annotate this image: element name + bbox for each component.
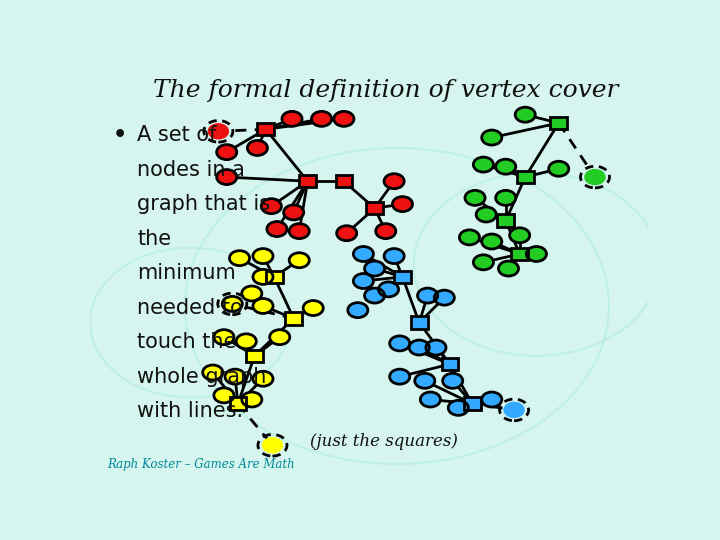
Circle shape (392, 197, 413, 212)
Circle shape (284, 205, 304, 220)
Circle shape (409, 340, 429, 355)
Circle shape (312, 111, 332, 126)
Circle shape (364, 261, 384, 276)
Bar (258, 123, 274, 136)
Circle shape (217, 145, 237, 160)
Circle shape (426, 340, 446, 355)
Text: (just the squares): (just the squares) (310, 433, 459, 450)
Circle shape (364, 288, 384, 303)
Bar (441, 358, 459, 370)
Circle shape (482, 130, 502, 145)
Text: nodes in a: nodes in a (138, 160, 246, 180)
Circle shape (222, 296, 243, 312)
Circle shape (390, 336, 410, 351)
Circle shape (482, 234, 502, 249)
Circle shape (495, 159, 516, 174)
Circle shape (384, 174, 404, 188)
Circle shape (248, 140, 267, 156)
Circle shape (420, 392, 441, 407)
Bar (366, 202, 383, 214)
Text: Raph Koster – Games Are Math: Raph Koster – Games Are Math (107, 458, 294, 471)
Text: whole graph: whole graph (138, 367, 267, 387)
Bar (336, 175, 352, 187)
Circle shape (282, 111, 302, 126)
Text: A set of: A set of (138, 125, 217, 145)
Bar (550, 117, 567, 129)
Circle shape (222, 296, 243, 312)
Circle shape (415, 373, 435, 388)
Bar (517, 171, 534, 183)
Circle shape (354, 246, 374, 261)
Circle shape (214, 329, 234, 345)
Circle shape (498, 261, 518, 276)
Bar (230, 397, 246, 410)
Text: needed to: needed to (138, 298, 243, 318)
Circle shape (242, 392, 262, 407)
Circle shape (418, 288, 438, 303)
Circle shape (289, 224, 310, 239)
Circle shape (334, 111, 354, 126)
Circle shape (214, 388, 234, 403)
Circle shape (510, 228, 530, 243)
Text: The formal definition of vertex cover: The formal definition of vertex cover (153, 79, 618, 103)
Text: the: the (138, 228, 171, 248)
Circle shape (434, 290, 454, 305)
Text: with lines.: with lines. (138, 401, 243, 421)
Circle shape (203, 365, 222, 380)
Circle shape (504, 402, 524, 417)
Bar (498, 214, 514, 227)
Circle shape (262, 438, 282, 453)
Circle shape (476, 207, 496, 222)
Circle shape (495, 191, 516, 205)
Circle shape (337, 226, 356, 241)
Text: minimum: minimum (138, 263, 236, 283)
Circle shape (303, 301, 323, 315)
Circle shape (289, 253, 310, 268)
Bar (246, 349, 263, 362)
Bar (464, 397, 481, 410)
Circle shape (443, 373, 463, 388)
Bar (411, 316, 428, 329)
Circle shape (376, 224, 396, 239)
Circle shape (270, 329, 289, 345)
Text: touch the: touch the (138, 332, 237, 352)
Circle shape (236, 334, 256, 349)
Bar (300, 175, 316, 187)
Circle shape (267, 221, 287, 237)
Circle shape (465, 191, 485, 205)
Circle shape (549, 161, 569, 176)
Text: •: • (112, 125, 127, 145)
Bar (394, 271, 411, 283)
Circle shape (348, 302, 368, 318)
Circle shape (482, 392, 502, 407)
Text: graph that is: graph that is (138, 194, 271, 214)
Bar (285, 312, 302, 325)
Circle shape (208, 124, 228, 139)
Circle shape (390, 369, 410, 384)
Circle shape (253, 269, 273, 285)
Circle shape (225, 369, 245, 384)
Bar (511, 248, 528, 260)
Circle shape (526, 246, 546, 261)
Circle shape (354, 274, 374, 288)
Circle shape (379, 282, 399, 297)
Circle shape (473, 255, 493, 270)
Circle shape (242, 286, 262, 301)
Circle shape (217, 170, 237, 185)
Circle shape (473, 157, 493, 172)
Circle shape (253, 299, 273, 313)
Bar (266, 271, 282, 283)
Circle shape (585, 170, 605, 185)
Circle shape (230, 251, 250, 266)
Circle shape (253, 248, 273, 264)
Circle shape (516, 107, 535, 122)
Circle shape (449, 400, 468, 415)
Circle shape (261, 199, 282, 214)
Circle shape (384, 248, 404, 264)
Circle shape (253, 371, 273, 386)
Circle shape (459, 230, 480, 245)
